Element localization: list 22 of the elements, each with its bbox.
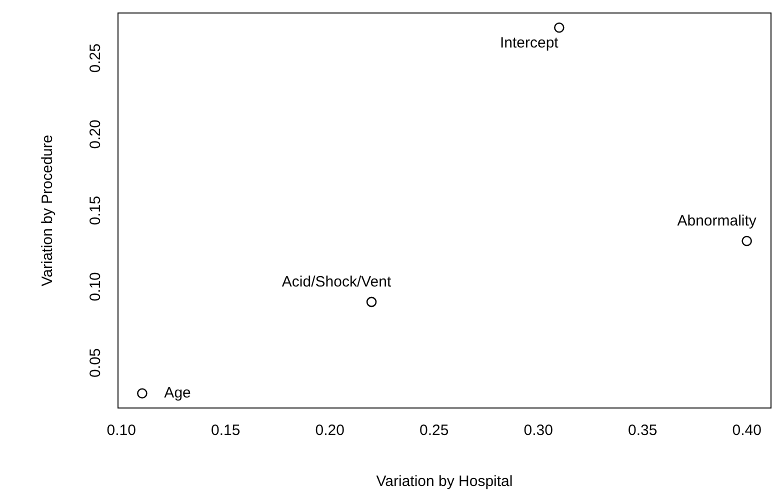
y-tick-label: 0.20 <box>87 120 104 149</box>
x-tick-label: 0.35 <box>628 422 658 440</box>
point <box>366 296 377 308</box>
x-tick-label: 0.40 <box>732 422 762 440</box>
y-axis-title: Variation by Procedure <box>39 134 56 286</box>
x-tick-label: 0.10 <box>106 422 136 440</box>
x-tick-label: 0.30 <box>524 422 553 440</box>
point <box>554 22 564 33</box>
annotation: Acid/Shock/Vent <box>282 274 392 291</box>
point <box>742 236 752 246</box>
point <box>137 388 148 399</box>
y-tick-label: 0.25 <box>87 44 104 73</box>
y-tick-label: 0.10 <box>87 272 104 302</box>
annotation: Abnormality <box>677 212 757 230</box>
y-tick-label: 0.05 <box>87 348 104 378</box>
annotation: Age <box>164 384 191 402</box>
x-tick-label: 0.20 <box>315 422 344 440</box>
annotation: Intercept <box>500 34 560 52</box>
x-tick-label: 0.25 <box>419 422 449 440</box>
x-axis-title: Variation by Hospital <box>376 473 513 490</box>
y-tick-label: 0.15 <box>87 196 104 226</box>
x-tick-label: 0.15 <box>210 422 240 440</box>
